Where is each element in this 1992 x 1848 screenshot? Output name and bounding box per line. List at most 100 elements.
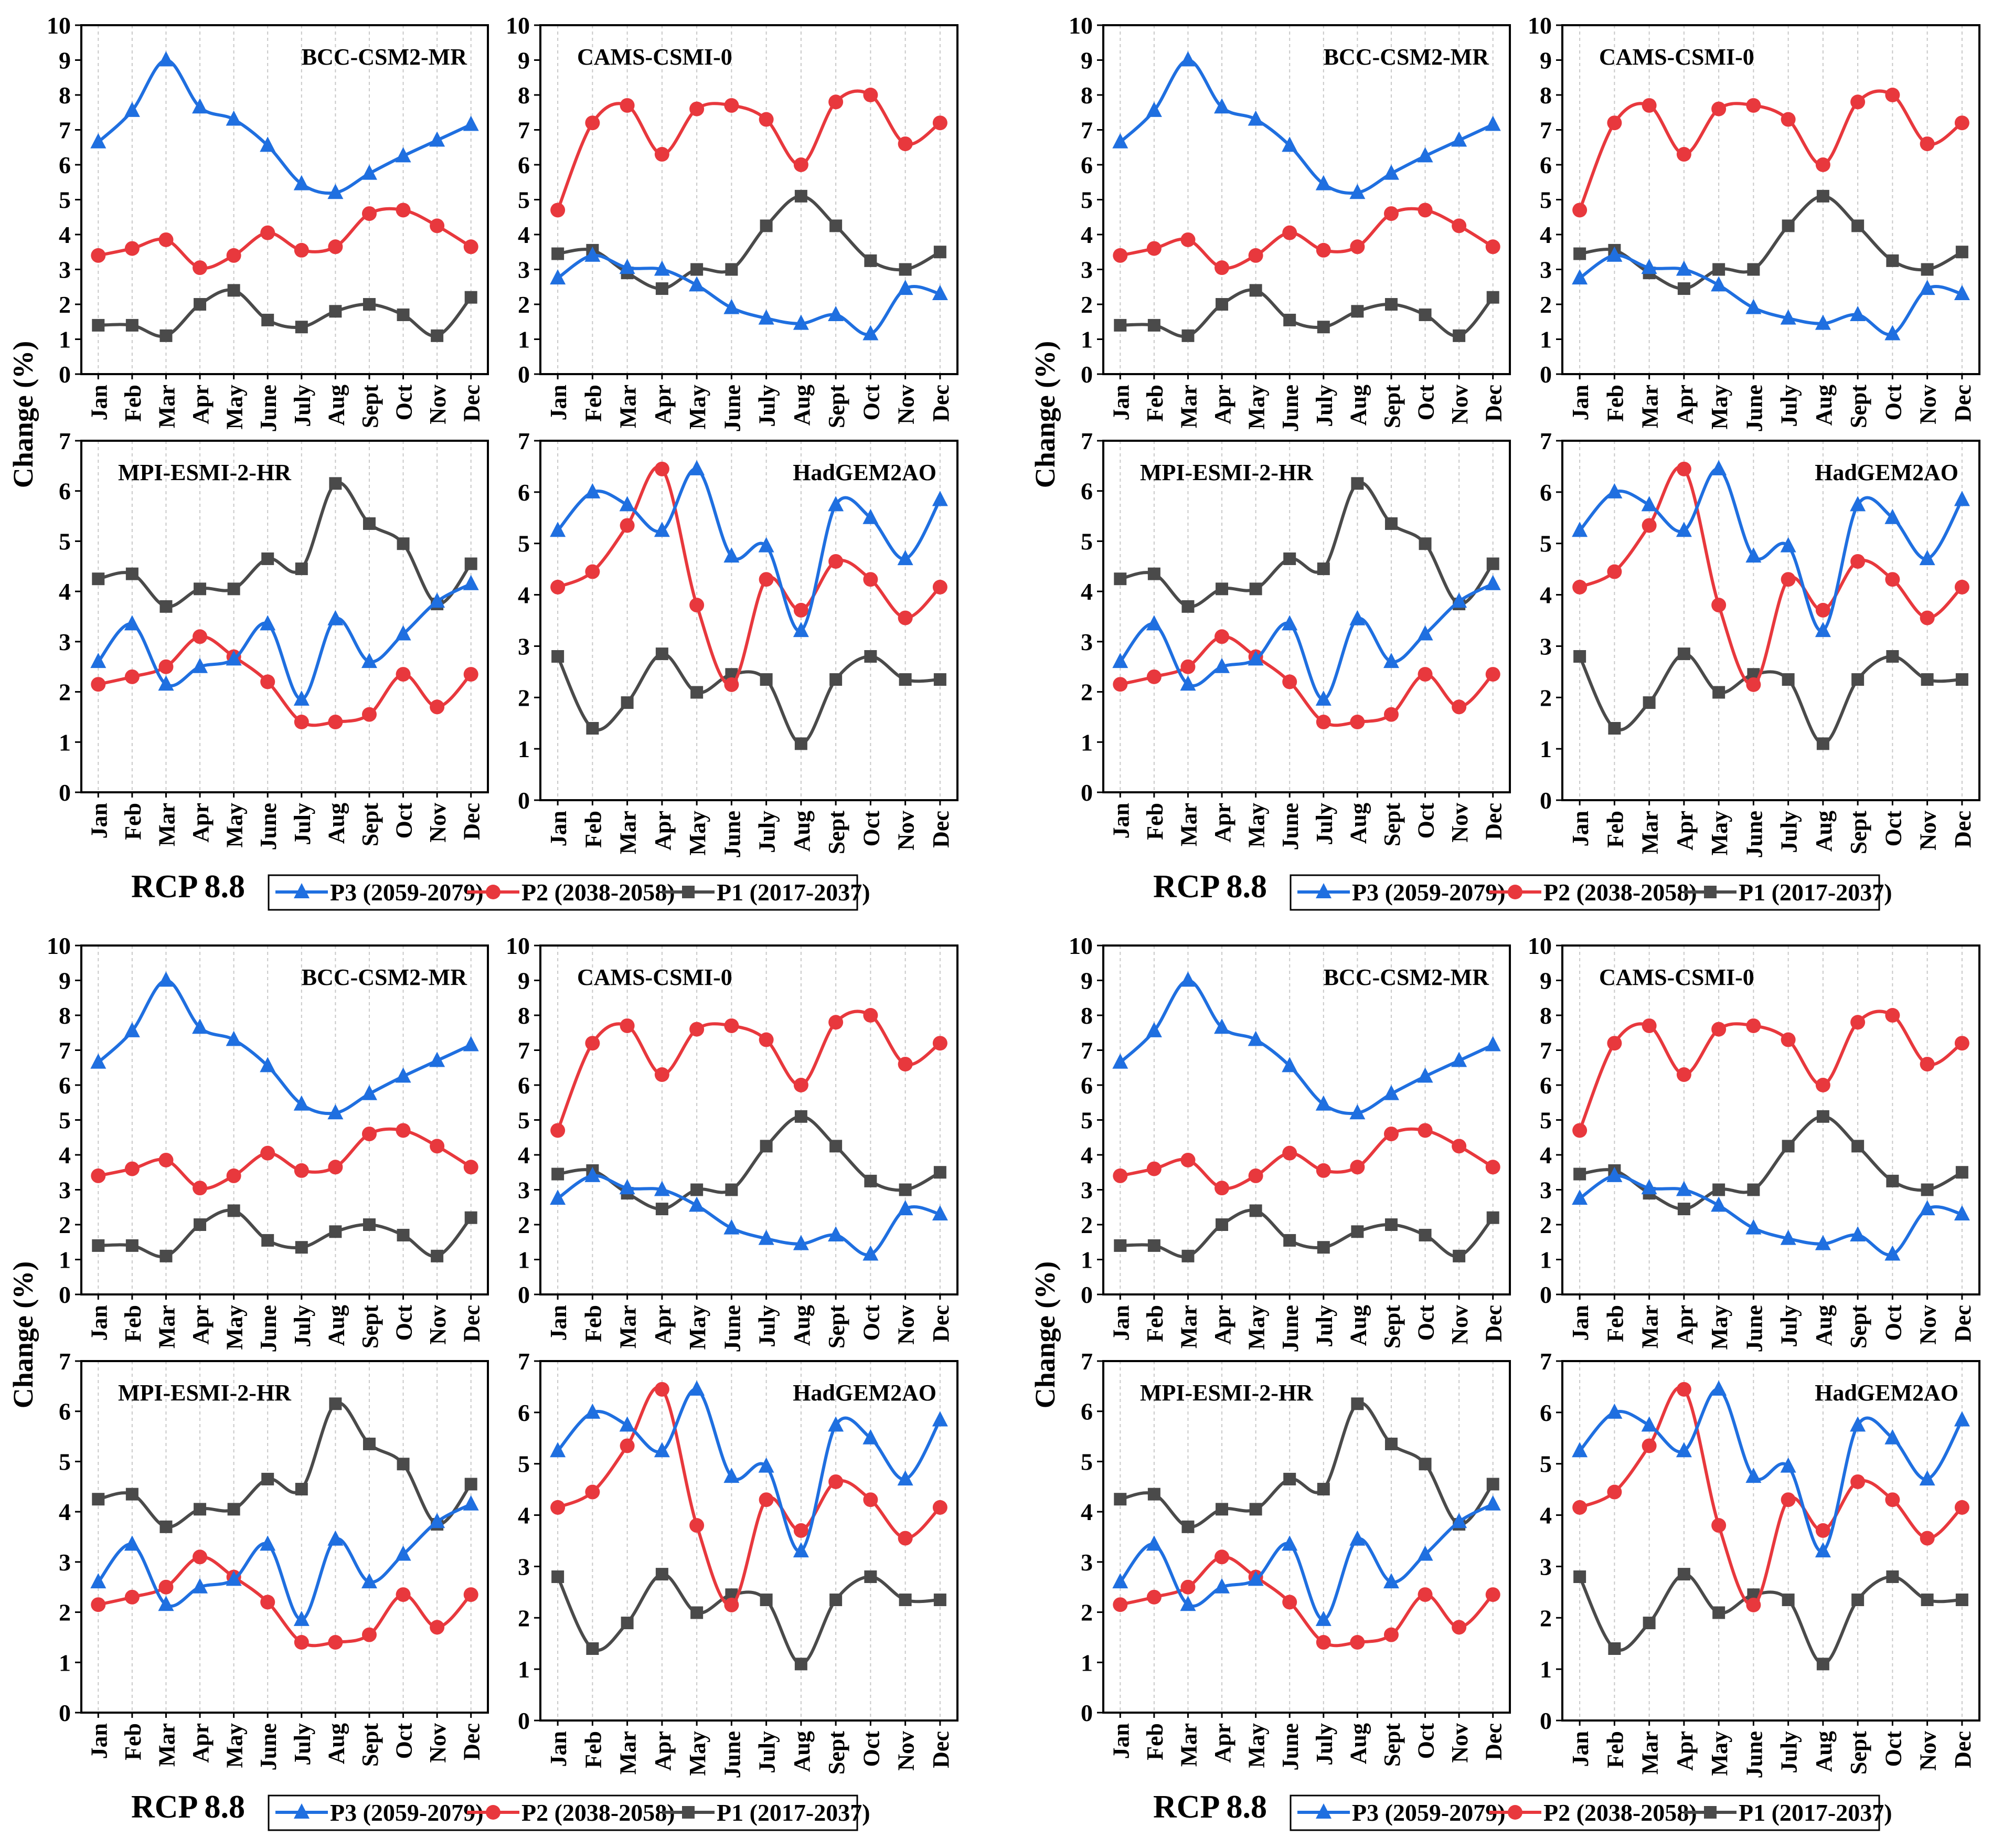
data-point-p1: [1921, 263, 1934, 276]
y-tick-label: 3: [518, 633, 530, 660]
y-tick-label: 1: [1081, 326, 1093, 353]
legend-box: [1290, 874, 1880, 911]
data-point-p3: [1417, 1067, 1433, 1083]
x-tick-label: Aug: [323, 385, 349, 426]
data-point-p1: [363, 517, 376, 530]
legend-label-p2: P2 (2038-2058): [1543, 1799, 1697, 1826]
y-tick-label: 9: [518, 968, 530, 994]
x-tick-label: Feb: [580, 1305, 606, 1342]
x-tick-label: Mar: [1637, 1731, 1663, 1775]
data-point-p2: [1452, 1139, 1467, 1154]
data-point-p2: [91, 1168, 106, 1183]
legend-label-p2: P2 (2038-2058): [1543, 879, 1697, 906]
data-point-p1: [1816, 737, 1829, 750]
plot-frame: [1561, 24, 1980, 375]
data-point-p3: [1711, 1196, 1727, 1212]
data-point-p3: [1572, 522, 1588, 537]
data-point-p1: [1384, 1437, 1398, 1450]
data-point-p3: [1485, 1036, 1501, 1052]
data-point-p2: [585, 1036, 600, 1051]
data-point-p2: [1282, 1145, 1297, 1161]
data-point-p2: [193, 629, 208, 644]
data-point-p3: [1214, 1018, 1230, 1034]
data-point-p1: [1114, 572, 1127, 586]
data-point-p2: [1607, 1036, 1622, 1051]
series-line-p1: [98, 1401, 473, 1529]
data-point-p2: [1316, 1163, 1331, 1178]
data-point-p3: [932, 1411, 948, 1427]
data-point-p2: [898, 1531, 913, 1546]
scenario-label: RCP 8.8: [1153, 869, 1267, 905]
panel-cams-csmi-0: 0 1 2 3 4 5 6 7 8 9 10 Jan Feb Mar Apr May June July Aug Se…: [1528, 12, 1980, 432]
data-point-p2: [689, 598, 705, 613]
series-line-p1: [1578, 1573, 1963, 1666]
data-point-p2: [1746, 677, 1761, 692]
x-tick-label: Sept: [357, 1305, 383, 1348]
y-tick-label: 8: [59, 1002, 71, 1029]
data-point-p1: [933, 246, 946, 259]
y-tick-label: 6: [1540, 1399, 1552, 1426]
data-point-p1: [899, 263, 912, 276]
y-tick-label: 4: [1081, 578, 1093, 605]
x-tick-label: Jan: [1568, 1731, 1593, 1767]
x-tick-label: Apr: [188, 385, 214, 424]
data-point-p3: [1248, 650, 1264, 666]
data-point-p2: [1146, 241, 1162, 256]
x-tick-label: Oct: [1880, 811, 1906, 847]
legend-label-p2: P2 (2038-2058): [521, 1799, 675, 1826]
y-axis-label: Change (%): [1029, 1261, 1061, 1409]
x-tick-label: Mar: [615, 385, 641, 428]
x-tick-label: Apr: [650, 1305, 676, 1345]
series-line-p3: [1119, 58, 1494, 195]
y-tick-label: 6: [518, 152, 530, 178]
data-point-p3: [1112, 1573, 1128, 1589]
y-tick-label: 10: [1069, 12, 1093, 39]
data-point-p3: [158, 1596, 174, 1611]
x-tick-label: Sept: [1379, 385, 1405, 428]
data-point-p2: [620, 1438, 635, 1453]
data-point-p2: [294, 715, 309, 729]
data-point-p1: [1283, 552, 1296, 565]
data-point-p3: [1180, 675, 1196, 691]
x-tick-label: July: [1312, 1723, 1337, 1766]
x-tick-label: June: [1741, 385, 1767, 432]
data-point-p1: [690, 263, 704, 276]
data-point-p2: [260, 225, 275, 240]
data-point-p3: [1606, 246, 1623, 262]
data-point-p1: [1486, 1478, 1499, 1491]
data-point-p2: [1418, 667, 1433, 682]
data-point-p3: [1214, 657, 1230, 673]
y-tick-label: 10: [47, 932, 71, 959]
data-point-p3: [327, 1530, 344, 1546]
x-tick-label: Sept: [1846, 1305, 1871, 1348]
x-tick-label: Apr: [1672, 811, 1698, 851]
data-point-p2: [1180, 659, 1196, 674]
x-tick-label: Apr: [650, 1731, 676, 1771]
data-point-p2: [1920, 1057, 1935, 1072]
data-point-p3: [1606, 1166, 1623, 1182]
data-point-p3: [293, 690, 310, 706]
y-tick-label: 0: [518, 787, 530, 814]
plot-frame: [80, 1360, 489, 1714]
y-tick-label: 3: [59, 257, 71, 283]
data-point-p3: [293, 1095, 310, 1111]
legend-label-p1: P1 (2017-2037): [1739, 879, 1892, 906]
data-point-p1: [194, 298, 207, 311]
x-tick-label: Aug: [1345, 1723, 1371, 1764]
data-point-p3: [395, 625, 411, 641]
data-point-p1: [1712, 1606, 1725, 1619]
x-tick-label: Nov: [425, 385, 451, 424]
data-point-p3: [1248, 110, 1264, 126]
series-line-p2: [1120, 635, 1494, 727]
legend-marker-p1: [1704, 1806, 1717, 1819]
data-point-p1: [690, 1183, 704, 1196]
legend: P3 (2059-2079) P2 (2038-2058) P1 (2017-203…: [1290, 874, 1892, 911]
data-point-p3: [1711, 1380, 1727, 1396]
data-point-p1: [864, 650, 877, 663]
data-point-p3: [932, 285, 948, 301]
y-tick-label: 10: [1528, 932, 1552, 959]
data-point-p3: [463, 1036, 479, 1052]
data-point-p2: [1350, 1160, 1365, 1175]
y-tick-label: 3: [518, 1177, 530, 1204]
